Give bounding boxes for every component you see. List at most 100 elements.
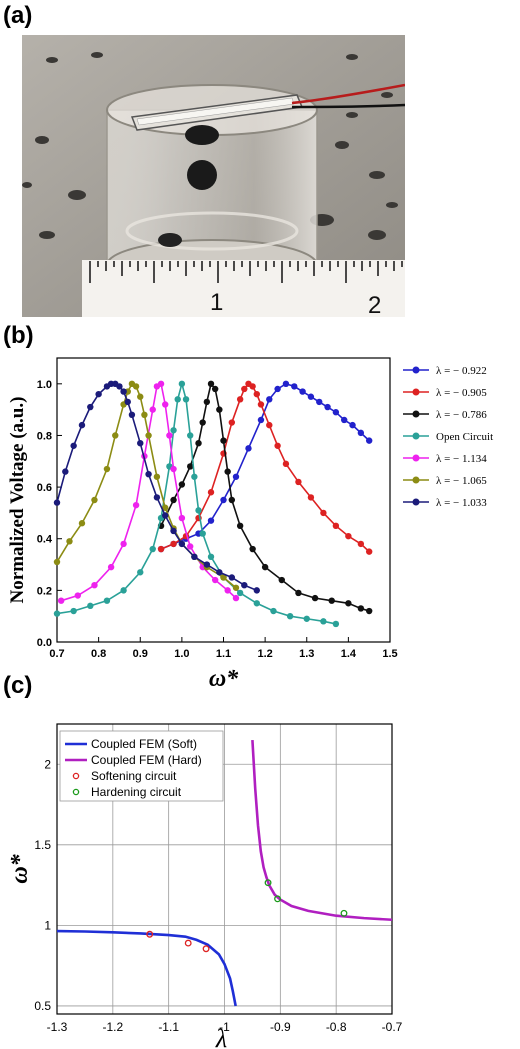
data-point [207, 380, 215, 388]
data-point [137, 393, 144, 400]
x-tick-label: -1 [219, 1020, 230, 1034]
data-point [324, 403, 331, 411]
data-point [184, 939, 192, 947]
data-point [232, 473, 240, 480]
data-point [264, 879, 272, 887]
data-point [224, 468, 231, 475]
data-point [236, 589, 244, 597]
data-point [278, 576, 285, 584]
data-point [157, 545, 165, 553]
data-point [137, 440, 144, 447]
data-point [211, 385, 219, 393]
data-point [170, 540, 177, 548]
data-point [74, 592, 82, 599]
data-point [141, 411, 148, 418]
data-point [303, 615, 310, 622]
data-point [149, 545, 156, 553]
legend-label: λ = − 1.065 [436, 475, 487, 487]
data-point [365, 437, 373, 444]
panel-label-b: (b) [3, 322, 34, 349]
data-point [274, 442, 281, 449]
legend-label: λ = − 1.134 [436, 453, 487, 465]
series-1 [251, 740, 393, 922]
data-point [199, 419, 206, 426]
data-point [128, 411, 136, 418]
series-6 [53, 380, 260, 594]
legend-marker [412, 388, 420, 396]
series-0 [56, 929, 237, 1007]
legend-marker [412, 366, 420, 374]
data-point [191, 473, 198, 480]
y-axis-label: ω* [7, 853, 33, 883]
data-point [137, 569, 144, 576]
data-point [103, 597, 111, 604]
data-point [307, 393, 315, 400]
data-point [340, 909, 348, 917]
data-point [307, 494, 315, 501]
legend-label: λ = − 0.905 [436, 387, 487, 399]
data-point [182, 396, 190, 403]
data-point [253, 390, 260, 398]
data-point [365, 548, 373, 555]
y-tick-label: 0.5 [34, 999, 51, 1013]
data-point [320, 618, 327, 625]
series-line [160, 382, 370, 612]
data-point [228, 574, 236, 581]
legend-marker [412, 476, 420, 484]
data-point [191, 553, 198, 560]
legend-marker [72, 772, 80, 780]
series-0 [157, 380, 373, 553]
data-point [103, 465, 111, 473]
data-point [274, 385, 281, 393]
data-point [311, 594, 319, 602]
x-tick-label: 0.9 [133, 648, 148, 660]
data-point [53, 610, 61, 617]
legend-label: λ = − 1.033 [436, 497, 487, 509]
data-point [162, 504, 169, 511]
y-tick-label: 0.2 [37, 585, 52, 597]
data-point [199, 530, 206, 537]
x-tick-label: 0.7 [49, 648, 64, 660]
data-point [216, 569, 223, 576]
data-point [357, 429, 365, 437]
chart-b: 0.7 0.8 0.9 1.0 1.1 1.2 1.3 1.4 1.5 0.0 0.2 0.4 0.6 0… [7, 357, 493, 692]
x-tick-label: 1.4 [341, 648, 357, 660]
data-point [328, 597, 335, 604]
data-point [253, 600, 260, 607]
panel-label-c: (c) [3, 672, 33, 699]
y-tick-label: 1.5 [34, 838, 51, 852]
data-point [228, 496, 236, 504]
data-point [157, 380, 165, 388]
data-point [107, 563, 115, 571]
data-point [57, 597, 65, 604]
data-point [95, 390, 102, 398]
x-axis-label: λ [215, 1024, 227, 1049]
data-point [187, 432, 194, 439]
legend-label: Hardening circuit [91, 785, 182, 799]
data-point [266, 396, 273, 403]
data-point [178, 481, 186, 488]
data-point [345, 532, 352, 540]
data-point [53, 558, 61, 566]
series-3 [53, 380, 340, 628]
data-point [261, 563, 269, 571]
legend-marker [72, 788, 80, 796]
legend-marker [412, 432, 420, 440]
data-point [116, 383, 123, 390]
data-point [332, 409, 340, 416]
data-point [195, 507, 202, 514]
data-point [166, 432, 173, 439]
data-point [203, 398, 211, 406]
data-point [178, 540, 186, 548]
x-tick-label: -1.3 [47, 1020, 68, 1034]
data-point [207, 517, 215, 524]
x-tick-label: 1.0 [174, 648, 189, 660]
data-point [282, 460, 290, 468]
data-point [332, 620, 340, 628]
y-tick-label: 0.6 [37, 482, 52, 494]
data-point [232, 594, 240, 602]
legend-label: Open Circuit [436, 431, 493, 443]
y-tick-label: 0.8 [37, 430, 52, 442]
piezo-beam [130, 94, 304, 131]
data-point [153, 473, 161, 480]
